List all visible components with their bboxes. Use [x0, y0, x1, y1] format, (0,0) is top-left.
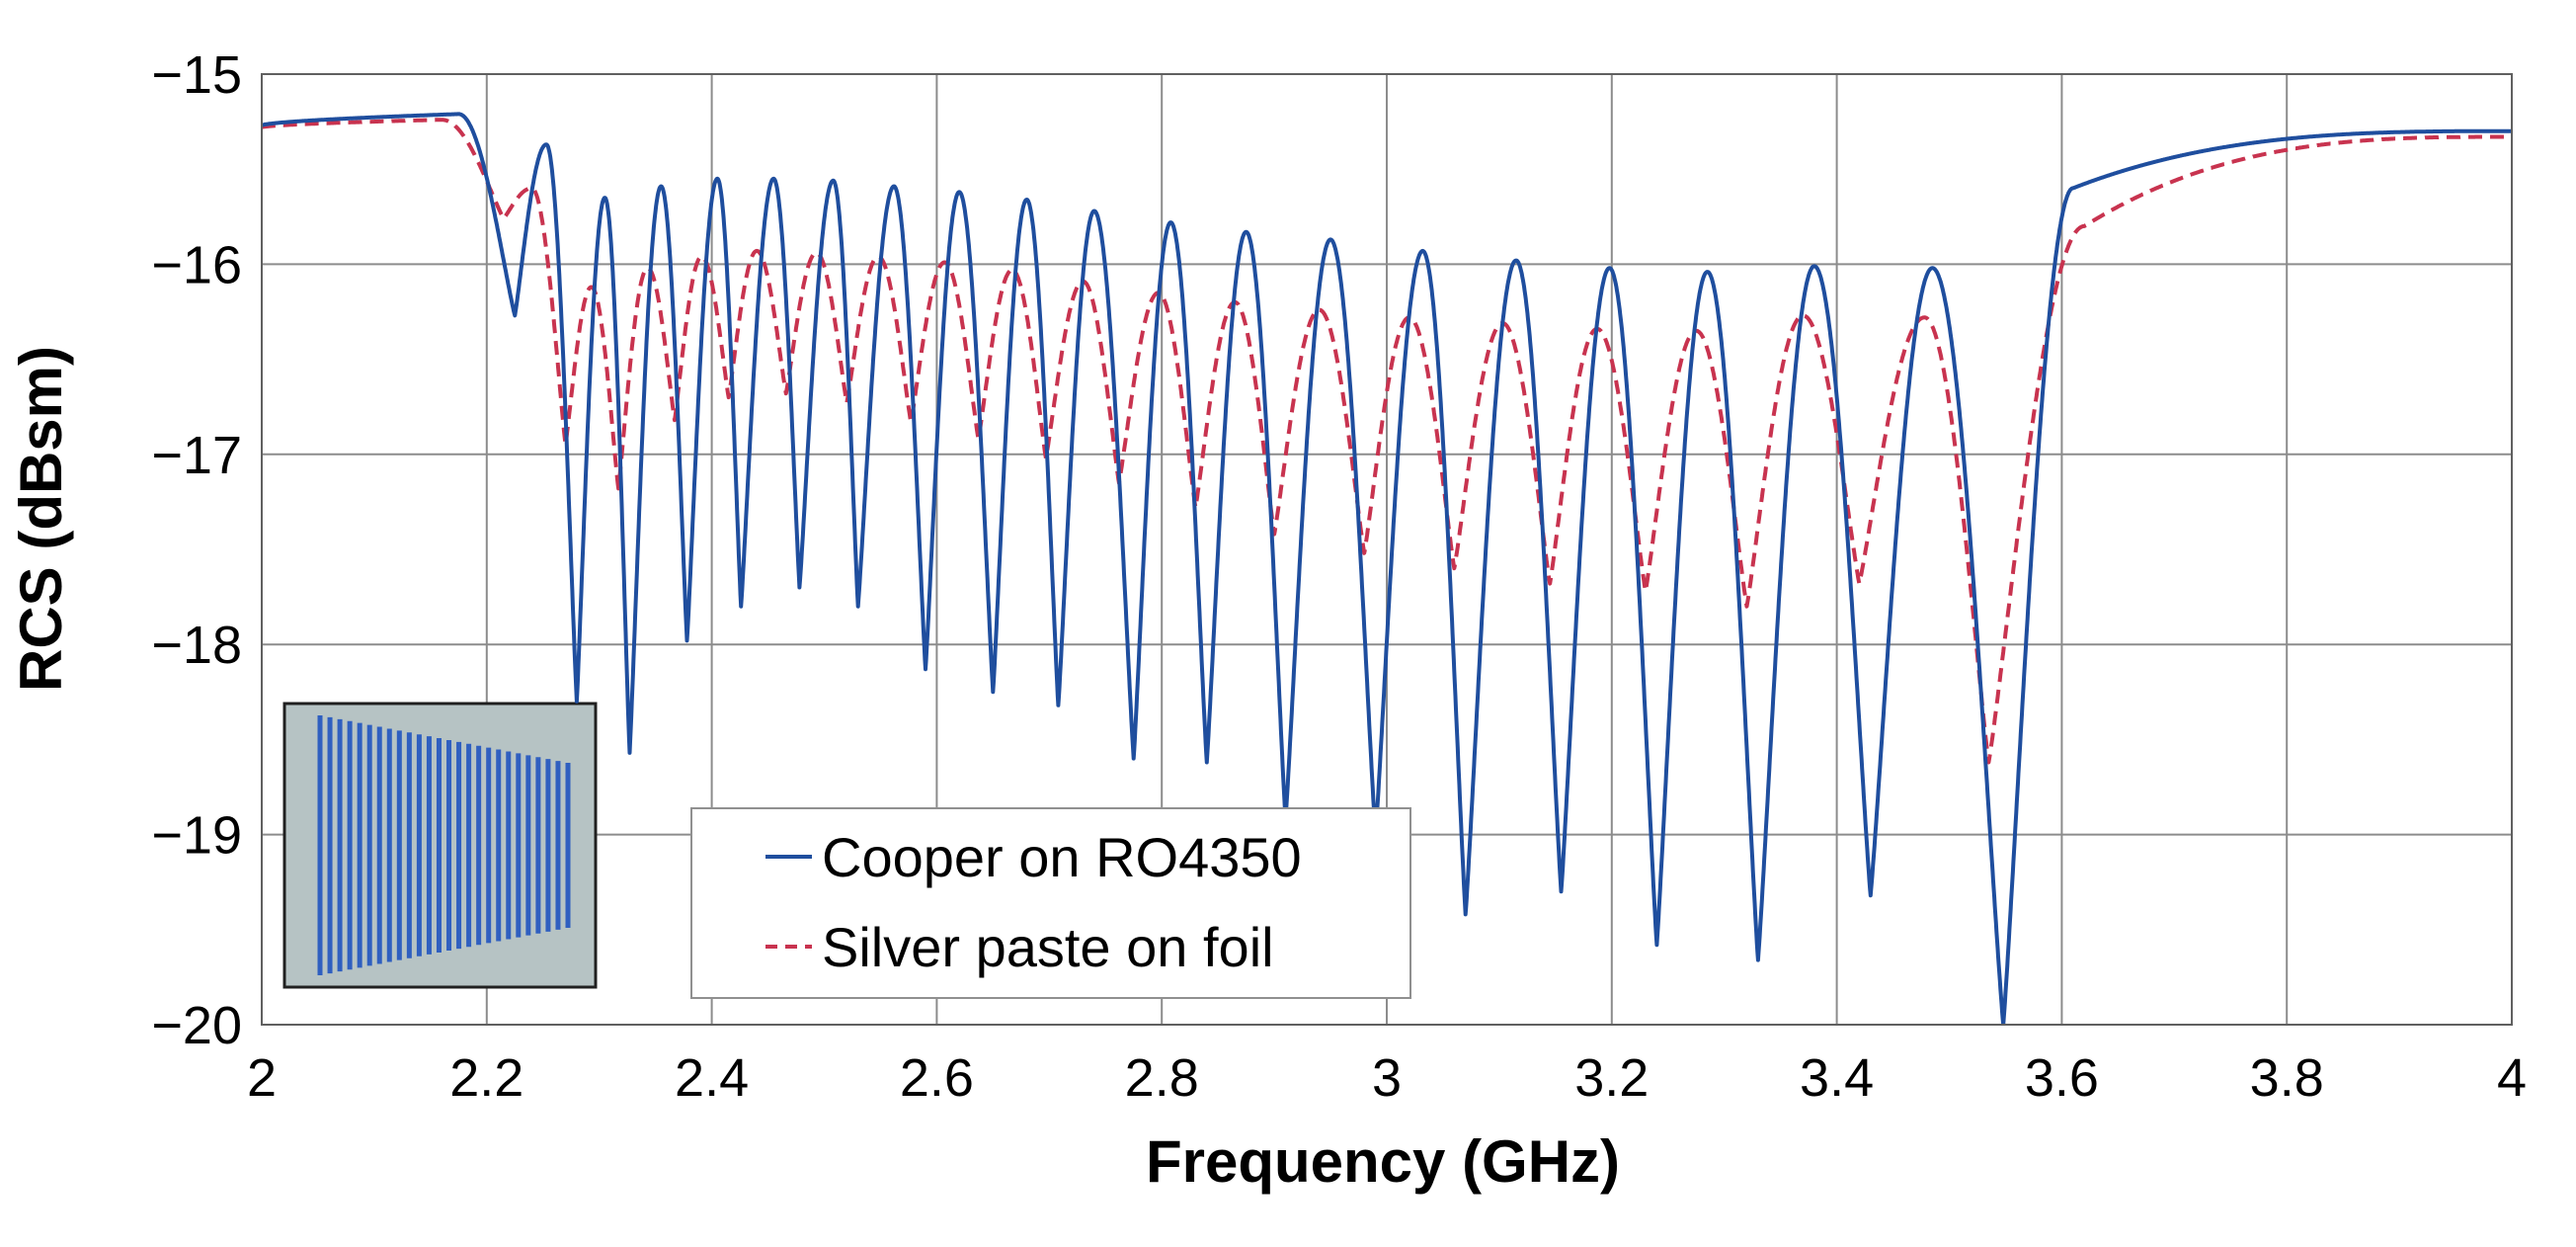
x-tick-label: 2 — [247, 1048, 277, 1108]
legend: Cooper on RO4350 Silver paste on foil — [690, 807, 1411, 999]
plot-frame — [261, 73, 2513, 1026]
legend-label-copper: Cooper on RO4350 — [822, 826, 1302, 888]
x-tick-label: 2.8 — [1125, 1048, 1199, 1108]
y-tick-label: −16 — [151, 235, 242, 294]
y-axis-label: RCS (dBsm) — [8, 346, 74, 692]
x-tick-label: 3.8 — [2250, 1048, 2324, 1108]
x-axis-ticks: 2 2.2 2.4 2.6 2.8 3 3.2 3.4 3.6 3.8 4 — [247, 1048, 2527, 1108]
legend-label-silver: Silver paste on foil — [822, 916, 1274, 978]
tag-inset — [282, 702, 598, 989]
x-tick-label: 3.6 — [2025, 1048, 2099, 1108]
x-tick-label: 2.4 — [675, 1048, 749, 1108]
x-tick-label: 3 — [1372, 1048, 1402, 1108]
series-group — [262, 112, 2512, 1025]
series-line-silver — [262, 118, 2512, 765]
y-tick-label: −17 — [151, 426, 242, 485]
y-tick-label: −20 — [151, 996, 242, 1055]
y-tick-label: −19 — [151, 806, 242, 866]
y-tick-label: −15 — [151, 45, 242, 105]
x-tick-label: 3.2 — [1574, 1048, 1649, 1108]
y-tick-label: −18 — [151, 616, 242, 675]
x-axis-label: Frequency (GHz) — [1146, 1128, 1620, 1195]
x-tick-label: 2.6 — [900, 1048, 974, 1108]
series-line-copper — [262, 112, 2512, 1025]
x-tick-label: 3.4 — [1800, 1048, 1874, 1108]
x-tick-label: 2.2 — [449, 1048, 523, 1108]
y-axis-ticks: −15 −16 −17 −18 −19 −20 — [151, 45, 242, 1055]
legend-box — [690, 807, 1411, 999]
x-tick-label: 4 — [2497, 1048, 2527, 1108]
